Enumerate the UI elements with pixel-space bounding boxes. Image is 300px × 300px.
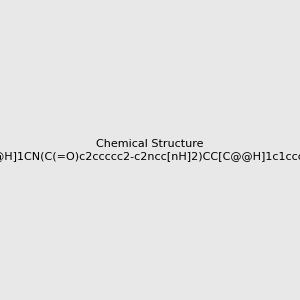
Text: Chemical Structure
O[C@@H]1CN(C(=O)c2ccccc2-c2ncc[nH]2)CC[C@@H]1c1ccc(F)cc1: Chemical Structure O[C@@H]1CN(C(=O)c2ccc…	[0, 139, 300, 161]
